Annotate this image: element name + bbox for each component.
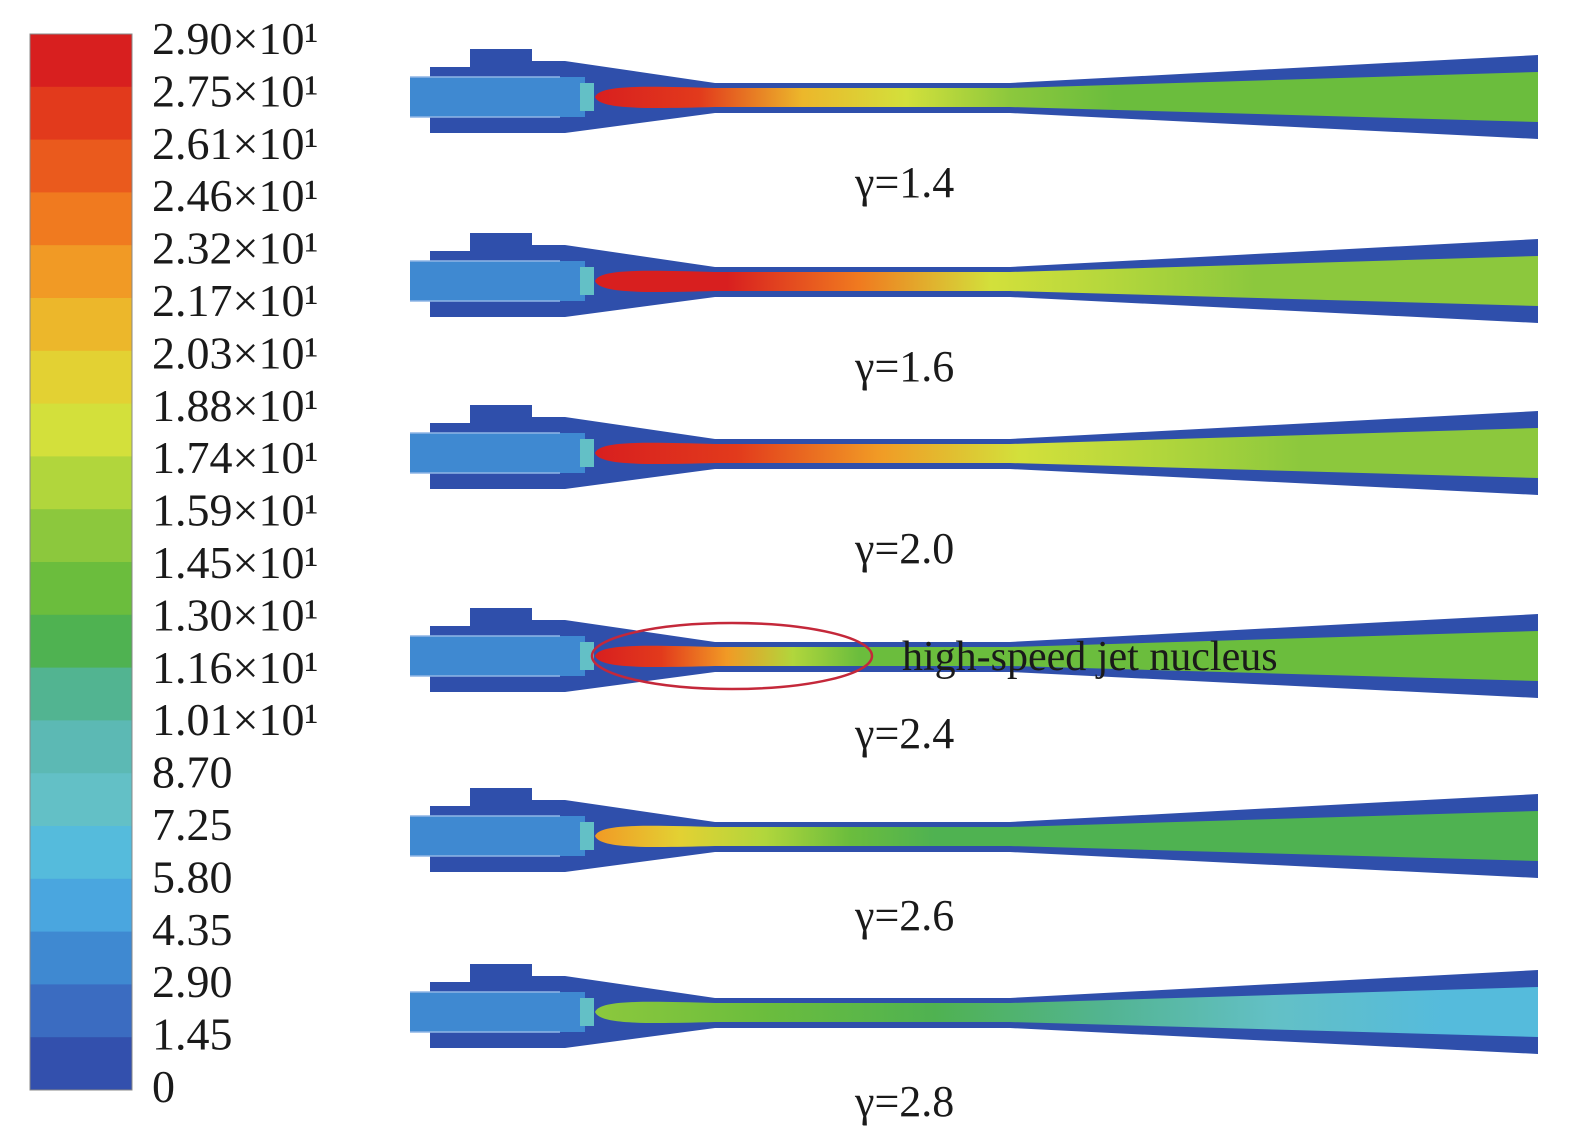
colorbar-band — [30, 984, 132, 1038]
throat-ring — [580, 267, 594, 295]
jet-core — [595, 811, 1538, 861]
colorbar-tick-label: 5.80 — [152, 851, 233, 902]
jet-annotation: high-speed jet nucleus — [590, 621, 1278, 691]
throat-ring — [580, 439, 594, 467]
case-caption: γ=2.6 — [854, 891, 954, 940]
colorbar-tick-label: 0 — [152, 1061, 175, 1112]
colorbar-tick-label: 1.59×10¹ — [152, 485, 318, 536]
case-caption: γ=1.4 — [854, 158, 954, 207]
colorbar-band — [30, 298, 132, 352]
colorbar-tick-label: 2.03×10¹ — [152, 327, 318, 378]
colorbar-band — [30, 192, 132, 246]
colorbar-band — [30, 1037, 132, 1091]
jet-core — [595, 256, 1538, 306]
colorbar-tick-label: 1.88×10¹ — [152, 380, 318, 431]
colorbar-band — [30, 614, 132, 669]
nozzle-case: γ=1.6 — [410, 233, 1538, 391]
case-caption: γ=2.8 — [854, 1077, 954, 1126]
colorbar-tick-label: 1.74×10¹ — [152, 432, 318, 483]
nozzle-inlet — [410, 433, 585, 473]
colorbar-band — [30, 456, 132, 510]
nozzle-case: γ=1.4 — [410, 49, 1538, 207]
colorbar-tick-label: 2.61×10¹ — [152, 118, 318, 169]
nozzle-case: γ=2.6 — [410, 788, 1538, 940]
throat-ring — [580, 998, 594, 1026]
colorbar-tick-label: 7.25 — [152, 799, 233, 850]
jet-nucleus-ellipse — [590, 621, 874, 691]
colorbar-tick-label: 4.35 — [152, 904, 233, 955]
jet-core — [595, 428, 1538, 478]
jet-core — [595, 987, 1538, 1037]
colorbar-band — [30, 562, 132, 616]
colorbar-band — [30, 931, 132, 985]
case-caption: γ=2.0 — [854, 524, 954, 573]
colorbar-band — [30, 667, 132, 721]
colorbar-tick-label: 1.16×10¹ — [152, 642, 318, 693]
colorbar-tick-label: 1.45×10¹ — [152, 537, 318, 588]
nozzle-inlet — [410, 636, 585, 676]
nozzle-case: γ=2.8 — [410, 964, 1538, 1126]
case-caption: γ=2.4 — [854, 709, 954, 758]
colorbar-tick-label: 2.32×10¹ — [152, 223, 318, 274]
colorbar-band — [30, 245, 132, 299]
colorbar-tick-label: 2.46×10¹ — [152, 170, 318, 221]
colorbar-tick-label: 1.01×10¹ — [152, 694, 318, 745]
nozzle-inlet — [410, 261, 585, 301]
colorbar-tick-label: 2.90 — [152, 956, 233, 1007]
case-caption: γ=1.6 — [854, 342, 954, 391]
throat-ring — [580, 83, 594, 111]
colorbar-band — [30, 34, 132, 88]
throat-ring — [580, 642, 594, 670]
colorbar-labels: 2.90×10¹2.75×10¹2.61×10¹2.46×10¹2.32×10¹… — [152, 13, 318, 1112]
nozzle-case: γ=2.0 — [410, 405, 1538, 573]
colorbar-band — [30, 773, 132, 827]
colorbar-band — [30, 826, 132, 880]
colorbar — [29, 33, 133, 1091]
colorbar-band — [30, 86, 132, 141]
colorbar-band — [30, 878, 132, 933]
nozzle-inlet — [410, 77, 585, 117]
colorbar-band — [30, 403, 132, 457]
colorbar-tick-label: 1.30×10¹ — [152, 589, 318, 640]
jet-core — [595, 72, 1538, 122]
colorbar-frame — [29, 33, 133, 1091]
jet-core — [595, 631, 1538, 681]
colorbar-band — [30, 139, 132, 193]
nozzle-inlet — [410, 992, 585, 1032]
colorbar-tick-label: 2.75×10¹ — [152, 65, 318, 116]
nozzle-cases: γ=1.4 γ=1.6 γ=2.0 γ=2.4 γ=2.6 γ=2.8 — [410, 49, 1538, 1126]
colorbar-tick-label: 8.70 — [152, 747, 233, 798]
colorbar-band — [30, 720, 132, 774]
colorbar-tick-label: 2.17×10¹ — [152, 275, 318, 326]
jet-nucleus-label: high-speed jet nucleus — [902, 634, 1278, 680]
colorbar-tick-label: 1.45 — [152, 1009, 233, 1060]
colorbar-band — [30, 509, 132, 563]
throat-ring — [580, 822, 594, 850]
nozzle-case: γ=2.4 — [410, 608, 1538, 758]
colorbar-band — [30, 350, 132, 405]
nozzle-inlet — [410, 816, 585, 856]
colorbar-tick-label: 2.90×10¹ — [152, 13, 318, 64]
